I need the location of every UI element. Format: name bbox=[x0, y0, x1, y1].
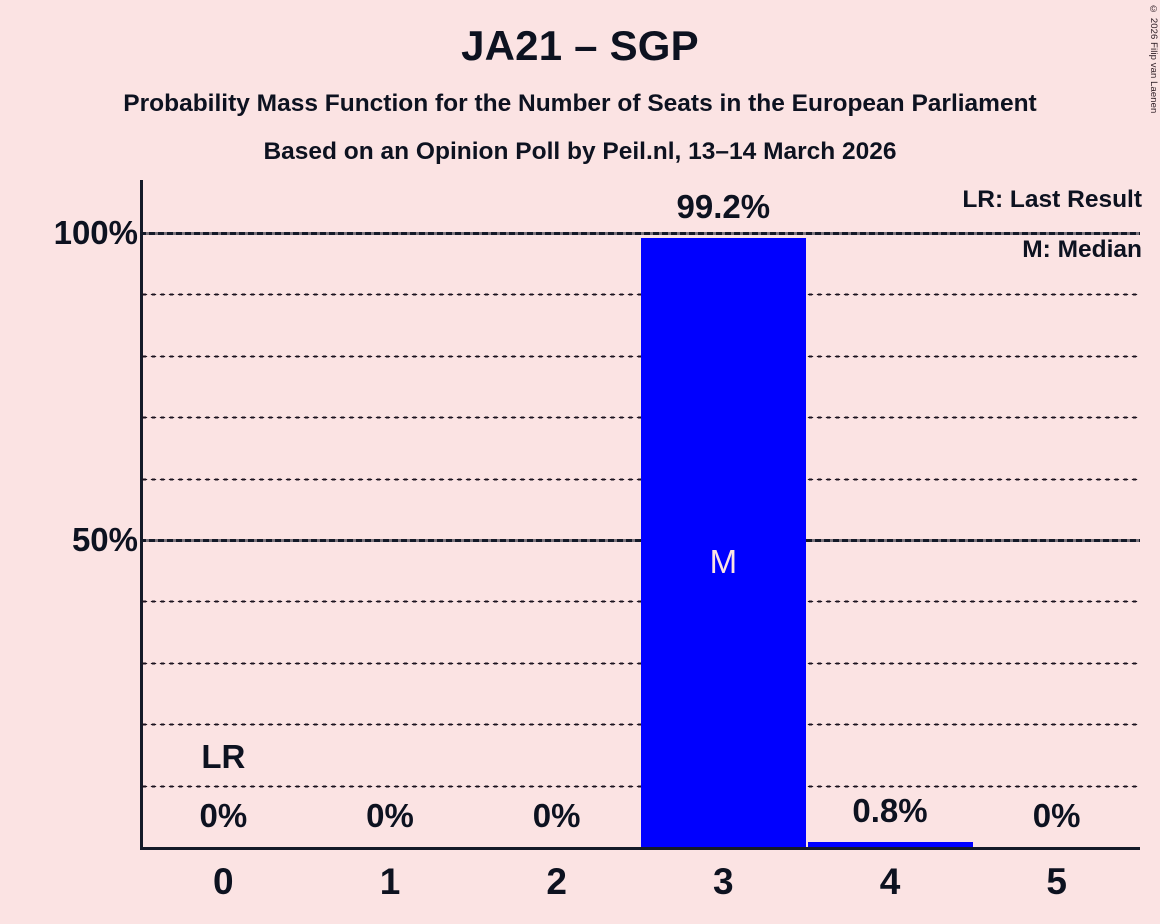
legend-last-result: LR: Last Result bbox=[962, 186, 1142, 213]
gridline-50 bbox=[140, 539, 1140, 542]
x-tick-label-3: 3 bbox=[713, 861, 734, 902]
copyright-notice: © 2026 Filip van Laenen bbox=[1148, 4, 1159, 114]
last-result-marker: LR bbox=[201, 737, 246, 775]
gridline-70 bbox=[140, 416, 1140, 420]
y-tick-label-100: 100% bbox=[53, 214, 138, 251]
legend-median: M: Median bbox=[1022, 236, 1142, 263]
gridline-40 bbox=[140, 600, 1140, 604]
median-marker: M bbox=[709, 543, 738, 580]
bar-seat-4[interactable] bbox=[807, 842, 973, 847]
plot-area bbox=[140, 180, 1140, 850]
x-tick-label-0: 0 bbox=[213, 861, 234, 902]
x-tick-label-1: 1 bbox=[379, 861, 401, 902]
bar-seat-3[interactable] bbox=[640, 237, 806, 847]
bar-value-label-seat-1: 0% bbox=[366, 797, 414, 834]
bar-value-label-seat-5: 0% bbox=[1032, 797, 1081, 834]
chart-subtitle: Probability Mass Function for the Number… bbox=[123, 90, 1037, 117]
gridline-90 bbox=[140, 293, 1140, 297]
bar-value-label-seat-0: 0% bbox=[199, 797, 248, 834]
chart-source-line: Based on an Opinion Poll by Peil.nl, 13–… bbox=[263, 138, 897, 165]
bar-value-label-seat-4: 0.8% bbox=[852, 792, 928, 830]
y-axis-line bbox=[140, 180, 143, 850]
gridline-10 bbox=[140, 784, 1140, 788]
page-title: JA21 – SGP bbox=[461, 22, 699, 69]
x-tick-label-4: 4 bbox=[879, 861, 901, 902]
bar-value-label-seat-2: 0% bbox=[532, 797, 581, 834]
gridline-30 bbox=[140, 661, 1140, 665]
x-axis-line bbox=[140, 847, 1140, 850]
gridline-80 bbox=[140, 354, 1140, 358]
gridline-20 bbox=[140, 723, 1140, 727]
y-tick-label-50: 50% bbox=[71, 521, 138, 558]
gridline-100 bbox=[140, 232, 1140, 235]
gridline-60 bbox=[140, 477, 1140, 481]
bar-value-label-seat-3: 99.2% bbox=[676, 187, 771, 225]
x-tick-label-2: 2 bbox=[546, 861, 567, 902]
x-tick-label-5: 5 bbox=[1046, 861, 1067, 902]
